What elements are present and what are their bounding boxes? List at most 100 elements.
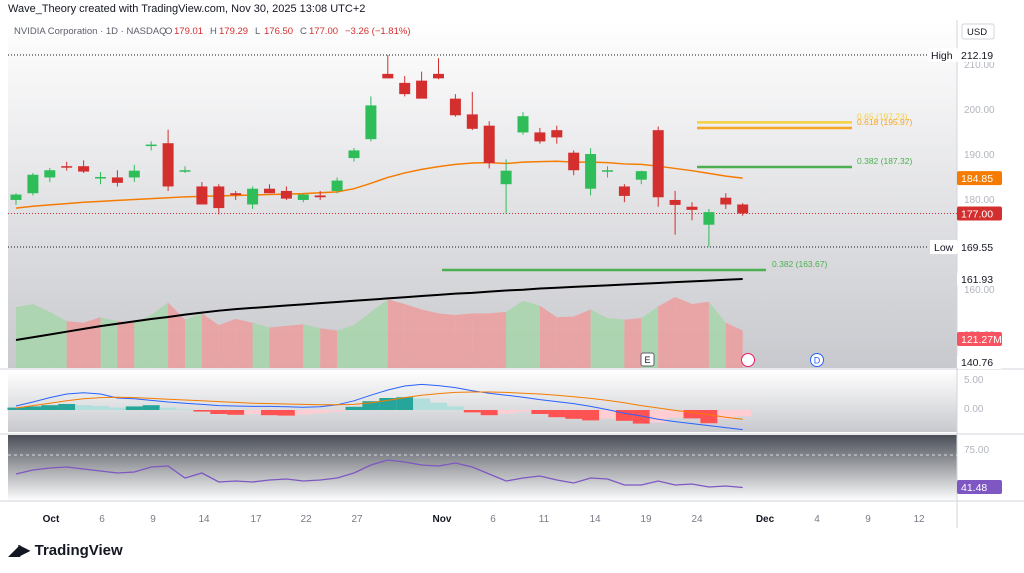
candle-body[interactable] [10,194,22,200]
candle-body[interactable] [179,170,191,172]
sma-long-line [15,278,743,341]
candle-body[interactable] [314,195,326,198]
low-value: 169.55 [961,242,993,254]
macd-histogram-bar [700,410,718,424]
volume-area [218,318,236,368]
volume-area [252,322,270,368]
candle-body[interactable] [618,186,630,196]
macd-tick-label: 5.00 [964,375,984,386]
candle-body[interactable] [433,73,444,79]
candle-body[interactable] [111,177,123,183]
volume-area [66,321,84,368]
candle-body[interactable] [551,130,563,138]
low-tag [957,240,1002,255]
candle-body[interactable] [280,190,292,199]
volume-tag [957,332,1002,346]
candle-body[interactable] [416,80,428,99]
legend-symbol: NVIDIA Corporation · 1D · NASDAQ [14,26,167,37]
candle-body[interactable] [230,193,242,196]
candle-body[interactable] [652,130,664,198]
candle-body[interactable] [737,204,749,214]
time-tick-label: 27 [351,514,363,525]
volume-area [337,325,354,368]
rsi-line [15,459,743,489]
earnings-marker[interactable] [640,352,655,367]
volume-area [269,325,287,368]
candle-body[interactable] [500,170,512,185]
volume-area [286,324,304,368]
candle-body[interactable] [585,154,597,189]
high-tag [957,48,1002,62]
volume-value: 121.27M [961,334,1002,346]
candle-body[interactable] [264,188,275,194]
candle-body[interactable] [517,116,529,133]
sma-tag [957,272,1002,286]
dividend-marker[interactable] [810,353,824,367]
candle-body[interactable] [635,171,647,180]
volume-area [455,313,473,368]
candle-body[interactable] [196,186,208,205]
time-tick-label: 14 [589,514,601,525]
volume-area [49,311,67,368]
candle-body[interactable] [61,166,73,168]
candle-body[interactable] [720,197,732,205]
tradingview-logo[interactable]: ◢▶ TradingView [8,540,123,560]
rsi-value: 41.48 [961,482,987,494]
candle-body[interactable] [128,170,140,178]
volume-area [404,304,422,368]
macd-pane-bg [8,370,957,432]
legend-l-value: 176.50 [264,26,293,37]
candle-body[interactable] [331,180,343,191]
macd-histogram-bar [328,410,346,412]
ema-tag [957,171,1002,186]
candle-body[interactable] [27,174,39,194]
macd-histogram-bar [446,406,464,410]
time-tick-label: 24 [691,514,703,525]
volume-area [320,328,338,368]
candle-body[interactable] [44,170,56,178]
candle-body[interactable] [483,125,495,164]
legend-h-value: 179.29 [219,26,248,37]
candle-body[interactable] [466,114,478,129]
candle-body[interactable] [449,98,461,116]
candle-body[interactable] [399,82,411,95]
candle-body[interactable] [297,194,309,200]
volume-area [303,324,321,368]
volume-area [556,316,574,368]
macd-histogram-bar [244,410,262,414]
time-tick-label: 14 [198,514,210,525]
fib-level-label: 0.382 (187.32) [857,156,912,166]
time-tick-label: 9 [865,514,871,525]
macd-histogram-bar [514,410,532,412]
candle-body[interactable] [686,206,698,210]
candle-body[interactable] [213,186,225,209]
candle-body[interactable] [703,212,715,225]
candle-body[interactable] [382,73,394,79]
candle-body[interactable] [669,199,681,205]
high-value: 212.19 [961,50,993,62]
candle-body[interactable] [95,176,106,179]
time-tick-label: 6 [490,514,496,525]
candle-body[interactable] [568,152,580,171]
candle-body[interactable] [247,188,259,205]
volume-area [134,314,152,368]
candle-body[interactable] [145,144,157,147]
currency-box[interactable] [961,23,995,40]
candle-body[interactable] [348,150,360,159]
volume-area [472,313,490,368]
candle-body[interactable] [162,143,174,187]
macd-line [15,383,743,431]
macd-signal-line [15,391,743,420]
price-tick-label: 200.00 [964,105,995,116]
time-tick-label: 17 [250,514,262,525]
candle-body[interactable] [602,170,613,172]
split-marker-icon[interactable] [741,353,755,367]
macd-histogram-bar [58,404,76,410]
volume-area [16,304,33,368]
low-label: Low [934,242,954,254]
volume-area [421,309,439,368]
candle-body[interactable] [365,105,377,140]
candle-body[interactable] [534,132,546,142]
candle-body[interactable] [78,166,90,172]
